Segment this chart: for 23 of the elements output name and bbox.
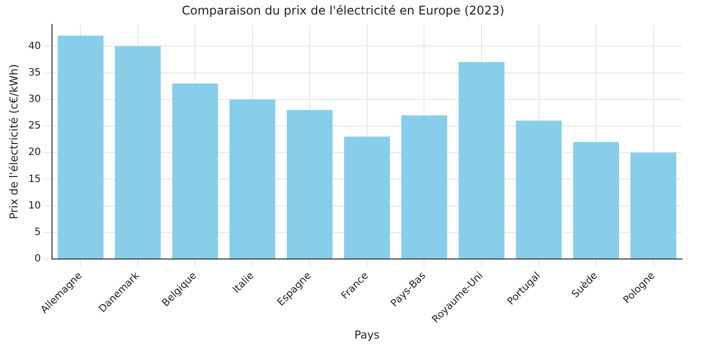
x-axis-title: Pays bbox=[354, 328, 380, 342]
y-tick-label: 20 bbox=[28, 147, 41, 158]
bar bbox=[58, 36, 104, 258]
y-tick-label: 35 bbox=[28, 67, 41, 78]
bar bbox=[516, 120, 562, 258]
y-tick-label: 30 bbox=[28, 94, 41, 105]
bar bbox=[286, 110, 333, 258]
bar bbox=[401, 115, 448, 258]
y-tick-label: 25 bbox=[28, 120, 41, 132]
bar bbox=[458, 62, 504, 258]
y-tick-label: 10 bbox=[28, 200, 41, 212]
bar bbox=[573, 142, 619, 258]
bar bbox=[172, 83, 218, 258]
bar bbox=[630, 152, 676, 258]
chart-title: Comparaison du prix de l'électricité en Europe (2023) bbox=[182, 3, 504, 18]
y-tick-label: 0 bbox=[34, 254, 41, 265]
y-tick-label: 15 bbox=[28, 174, 41, 185]
bar bbox=[344, 136, 390, 258]
bar bbox=[229, 99, 276, 258]
y-tick-label: 5 bbox=[34, 226, 41, 238]
bar bbox=[114, 46, 161, 258]
y-tick-label: 40 bbox=[28, 40, 41, 52]
y-axis-title: Prix de l'électricité (c€/kWh) bbox=[7, 64, 20, 220]
